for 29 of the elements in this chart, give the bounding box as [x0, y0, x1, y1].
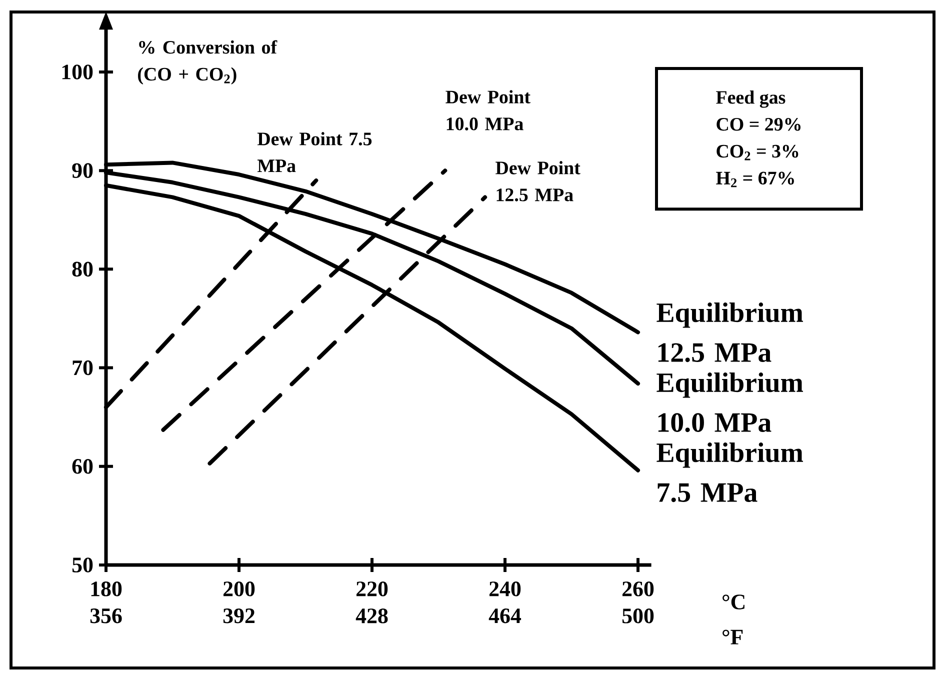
x2-tick-label: 464: [488, 608, 522, 624]
y-tick-label: 50: [72, 558, 93, 572]
y-tick-label: 100: [62, 64, 93, 80]
series-label: Dew Point 12.5 MPa: [496, 161, 580, 202]
x2-tick-label: 392: [223, 608, 255, 624]
y-axis-title: % Conversion of (CO + CO$_{2}$): [138, 40, 278, 84]
x2-tick-label: 356: [90, 608, 122, 624]
y-tick-label: 80: [72, 262, 93, 277]
x2-tick-label: 428: [356, 608, 388, 624]
series-label: Dew Point 7.5 MPa: [257, 132, 372, 172]
x-tick-label: 200: [223, 582, 255, 596]
y-tick-label: 70: [72, 360, 93, 376]
series-label: Equilibrium 7.5 MPa: [656, 442, 803, 502]
x-tick-label: 260: [622, 582, 654, 596]
x-axis-title: °C: [722, 594, 744, 610]
text: Dew Point 10.0 MPa: [446, 90, 530, 130]
text: Feed gas: [716, 90, 786, 108]
text: CO$_{2}$ = 3%: [716, 144, 798, 160]
series-label: Equilibrium 10.0 MPa: [656, 372, 803, 432]
y-tick-label: 90: [72, 163, 93, 178]
x-tick-label: 180: [91, 582, 122, 596]
text: H$_{2}$ = 67%: [716, 172, 794, 188]
x-tick-label: 240: [489, 582, 521, 596]
x2-tick-label: 500: [622, 608, 654, 624]
y-tick-label: 60: [72, 458, 93, 474]
text: CO = 29%: [716, 118, 800, 131]
series-label: Equilibrium 12.5 MPa: [656, 302, 803, 362]
x2-axis-title: °F: [722, 630, 743, 644]
x-tick-label: 220: [356, 582, 388, 596]
